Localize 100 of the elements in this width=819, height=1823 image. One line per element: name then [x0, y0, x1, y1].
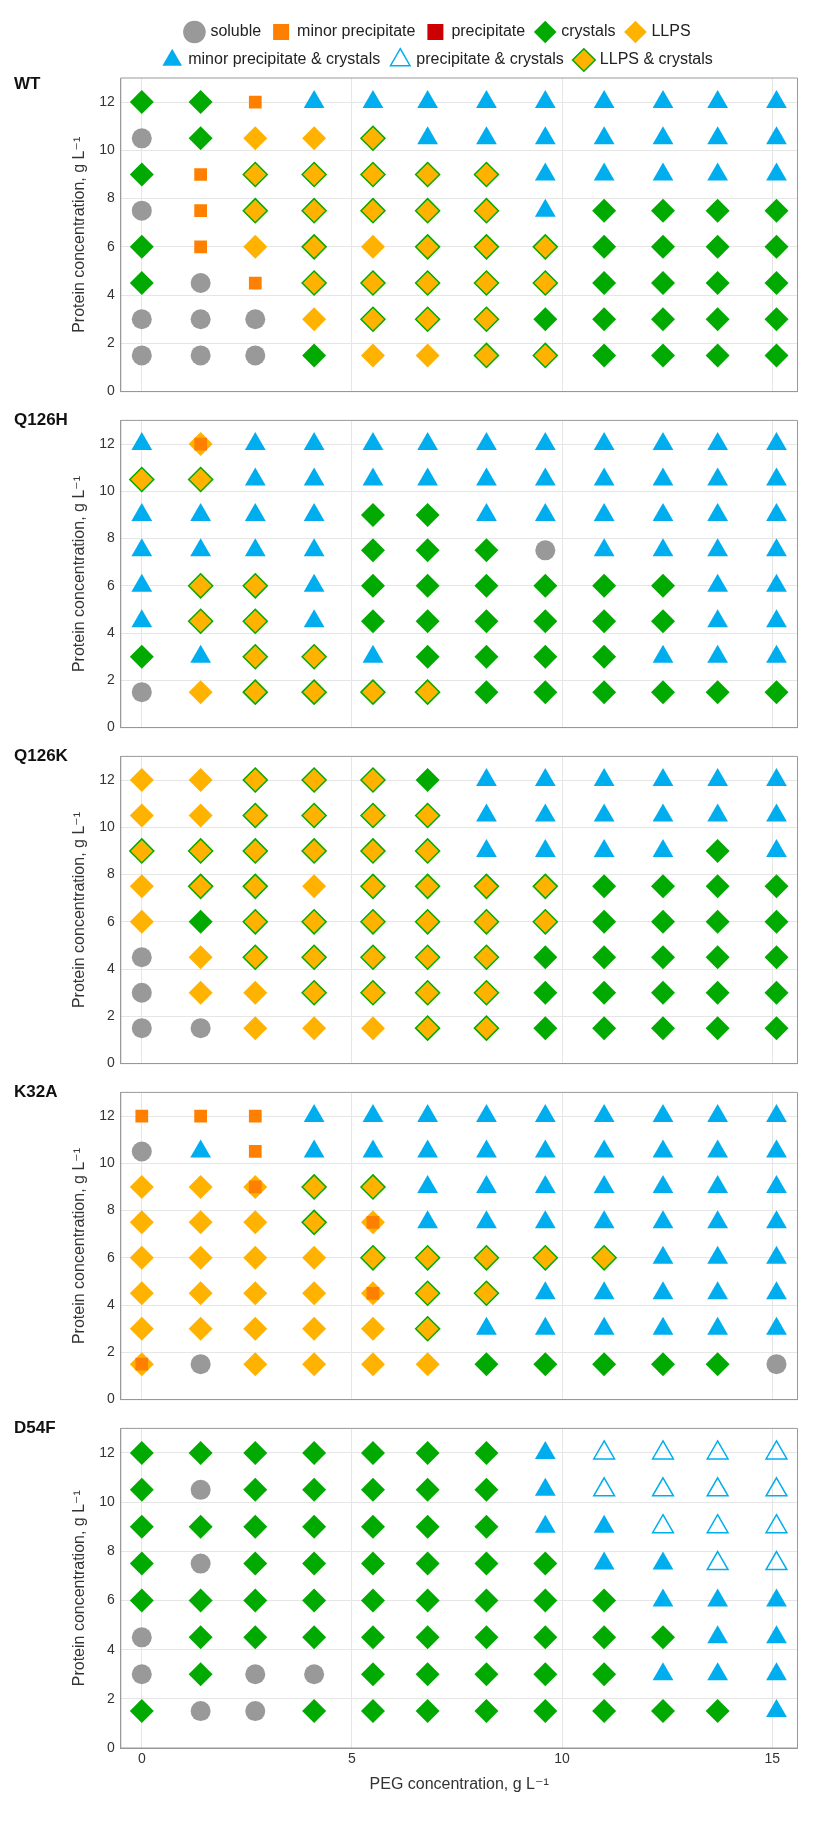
point	[473, 342, 500, 369]
point	[188, 1662, 213, 1687]
point	[415, 1352, 440, 1377]
point	[651, 609, 675, 634]
legend-label: LLPS	[651, 22, 691, 40]
point	[129, 1588, 154, 1613]
point	[131, 345, 152, 366]
point	[131, 1664, 152, 1685]
chart-title: WT	[14, 74, 41, 94]
point	[476, 1104, 497, 1123]
x-axis-title: PEG concentration, g L⁻¹	[369, 1774, 549, 1792]
point	[652, 1174, 674, 1193]
point	[651, 234, 675, 259]
point	[360, 1699, 385, 1724]
point	[592, 1588, 617, 1613]
y-tick-label: 2	[106, 334, 115, 351]
point	[190, 345, 211, 366]
point	[243, 1625, 268, 1650]
point	[593, 1104, 615, 1123]
point	[243, 1477, 268, 1502]
point	[360, 802, 386, 829]
point	[705, 909, 730, 934]
point	[534, 432, 556, 451]
legend-label: crystals	[561, 22, 616, 40]
point	[592, 271, 617, 296]
point	[129, 1514, 154, 1539]
point	[243, 1016, 268, 1041]
legend-label: precipitate	[451, 22, 526, 40]
point	[188, 768, 213, 793]
point	[417, 1174, 438, 1193]
point	[129, 1440, 154, 1465]
point	[360, 270, 386, 296]
point	[360, 306, 386, 332]
point	[415, 1551, 440, 1576]
point	[245, 345, 266, 366]
y-tick-label: 4	[106, 285, 115, 302]
point	[593, 126, 615, 145]
point	[652, 1210, 674, 1229]
point	[415, 1514, 440, 1539]
point	[302, 343, 327, 368]
y-tick-label: 2	[106, 1689, 115, 1706]
point	[190, 1354, 211, 1375]
y-tick-label: 8	[106, 1201, 115, 1218]
point	[360, 979, 386, 1006]
x-tick-label: 5	[348, 1750, 357, 1767]
point	[652, 538, 674, 557]
point	[302, 1625, 327, 1650]
y-tick-label: 0	[106, 382, 115, 399]
point	[129, 271, 154, 296]
point	[533, 1699, 558, 1724]
point	[533, 680, 558, 705]
point	[188, 1245, 213, 1270]
point	[360, 909, 386, 935]
point	[360, 1352, 385, 1377]
point	[188, 945, 213, 970]
point	[652, 1104, 674, 1123]
point	[360, 234, 385, 259]
point	[360, 679, 386, 705]
point	[360, 502, 385, 527]
point	[766, 1139, 787, 1158]
point	[414, 1015, 441, 1041]
point	[707, 502, 729, 521]
point	[473, 1015, 500, 1041]
point	[243, 1588, 268, 1613]
point	[474, 1699, 499, 1724]
point	[766, 467, 787, 486]
point	[302, 1551, 327, 1576]
point	[362, 467, 384, 486]
point	[592, 609, 617, 634]
point	[764, 945, 789, 970]
point	[188, 90, 213, 115]
point	[414, 161, 441, 188]
point	[651, 874, 675, 899]
point	[532, 234, 559, 260]
point	[651, 343, 675, 368]
point	[415, 343, 440, 368]
point	[360, 838, 386, 864]
point	[360, 1440, 385, 1465]
y-tick-label: 10	[99, 1493, 115, 1510]
point	[303, 90, 325, 109]
point	[474, 1551, 499, 1576]
point	[301, 944, 327, 971]
y-tick-label: 12	[99, 770, 115, 787]
point	[705, 1352, 730, 1377]
point	[243, 1352, 268, 1377]
point	[414, 873, 441, 900]
y-tick-label: 6	[106, 576, 115, 593]
point	[360, 1174, 386, 1200]
point	[131, 1627, 152, 1648]
y-tick-label: 8	[106, 529, 115, 546]
point	[129, 874, 154, 899]
point	[764, 909, 789, 934]
point	[302, 1245, 327, 1270]
point	[705, 1016, 730, 1041]
point	[534, 126, 556, 145]
point	[533, 1551, 558, 1576]
point	[301, 802, 327, 829]
point	[243, 1551, 268, 1576]
point	[534, 467, 556, 486]
point	[360, 1625, 385, 1650]
